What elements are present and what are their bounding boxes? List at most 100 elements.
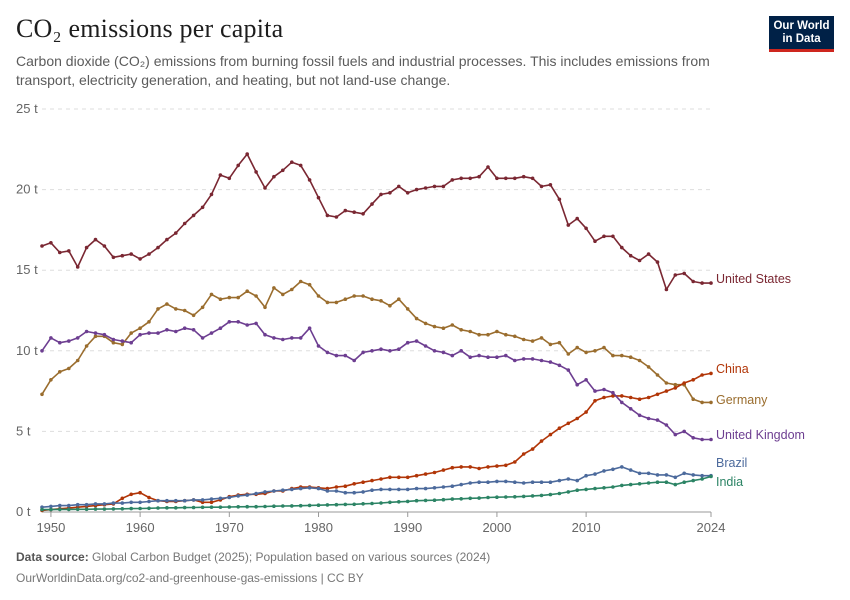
owid-logo[interactable]: Our World in Data xyxy=(769,16,834,52)
data-point xyxy=(664,287,669,292)
data-point xyxy=(111,255,116,260)
source-link[interactable]: OurWorldinData.org/co2-and-greenhouse-ga… xyxy=(16,571,364,585)
data-point xyxy=(637,471,642,476)
data-point xyxy=(405,191,410,195)
data-point xyxy=(504,353,508,358)
series-label: India xyxy=(716,475,743,489)
data-point xyxy=(361,490,365,494)
data-point xyxy=(397,475,401,480)
series-line xyxy=(41,153,711,291)
data-point xyxy=(272,286,276,290)
series-label: Germany xyxy=(716,393,768,407)
data-point xyxy=(40,244,44,248)
data-point xyxy=(691,478,695,483)
data-point xyxy=(263,332,267,337)
series-line xyxy=(42,475,712,511)
data-point xyxy=(504,479,508,484)
data-point xyxy=(129,492,133,497)
data-point xyxy=(673,475,678,480)
data-point xyxy=(468,481,473,485)
data-point xyxy=(397,347,401,351)
data-point xyxy=(611,394,615,398)
data-point xyxy=(209,497,214,501)
data-point xyxy=(530,494,535,498)
data-point xyxy=(209,331,214,335)
data-point xyxy=(620,483,624,488)
data-point xyxy=(566,223,571,227)
data-point xyxy=(281,292,285,297)
data-point xyxy=(156,245,160,250)
data-point xyxy=(432,184,437,189)
data-point xyxy=(637,482,642,486)
data-point xyxy=(566,368,571,372)
data-point xyxy=(432,324,437,329)
data-point xyxy=(450,497,455,501)
data-point xyxy=(58,340,62,345)
data-point xyxy=(584,350,588,355)
data-point xyxy=(620,400,624,405)
data-point xyxy=(575,345,579,350)
data-point xyxy=(486,480,490,485)
line-chart[interactable]: 0 t 5 t 10 t 15 t 20 t 25 t 1950 1960 1970 1980 19… xyxy=(0,95,850,535)
data-point xyxy=(709,437,713,442)
data-point xyxy=(495,176,499,181)
data-point xyxy=(414,473,419,478)
data-point xyxy=(521,481,526,485)
data-point xyxy=(691,279,695,284)
data-point xyxy=(379,192,383,197)
data-point xyxy=(370,202,374,206)
series-germany xyxy=(40,279,713,405)
data-point xyxy=(450,484,455,489)
data-point xyxy=(182,498,187,503)
data-point xyxy=(682,429,686,434)
data-point xyxy=(191,328,196,332)
data-point xyxy=(343,353,348,358)
data-point xyxy=(120,253,125,258)
data-point xyxy=(575,478,579,483)
data-point xyxy=(504,495,508,499)
data-point xyxy=(281,488,285,493)
data-point xyxy=(655,392,660,397)
series-line xyxy=(41,321,711,441)
data-point xyxy=(75,507,80,512)
data-point xyxy=(272,504,276,509)
data-point xyxy=(388,500,392,505)
data-point xyxy=(468,465,473,469)
data-point xyxy=(218,505,223,510)
data-point xyxy=(254,294,258,298)
data-point xyxy=(397,500,401,504)
data-point xyxy=(281,337,285,342)
data-point xyxy=(58,507,62,512)
data-point xyxy=(459,176,464,181)
data-point xyxy=(513,334,517,339)
data-point xyxy=(388,487,392,492)
data-point xyxy=(646,481,651,485)
data-point xyxy=(423,344,428,348)
data-point xyxy=(120,339,125,343)
series-line xyxy=(41,372,712,512)
data-point xyxy=(352,490,357,495)
data-point xyxy=(441,326,446,330)
data-point xyxy=(191,313,196,318)
data-point xyxy=(40,392,44,397)
data-point xyxy=(165,498,169,503)
data-point xyxy=(120,342,125,347)
data-point xyxy=(566,490,571,494)
data-point xyxy=(405,307,410,311)
data-point xyxy=(709,400,713,405)
data-point xyxy=(361,502,365,506)
data-point xyxy=(138,506,142,511)
data-point xyxy=(379,299,383,303)
series-label: Brazil xyxy=(716,456,747,470)
data-point xyxy=(557,426,562,431)
data-point xyxy=(75,358,80,363)
data-point xyxy=(637,358,642,363)
series-label: China xyxy=(716,362,749,376)
data-point xyxy=(334,215,339,219)
data-point xyxy=(700,373,704,377)
series-united-states xyxy=(40,152,713,292)
data-point xyxy=(93,502,98,506)
data-point xyxy=(84,507,89,512)
data-point xyxy=(84,502,89,507)
source-text: Global Carbon Budget (2025); Population … xyxy=(92,550,491,564)
